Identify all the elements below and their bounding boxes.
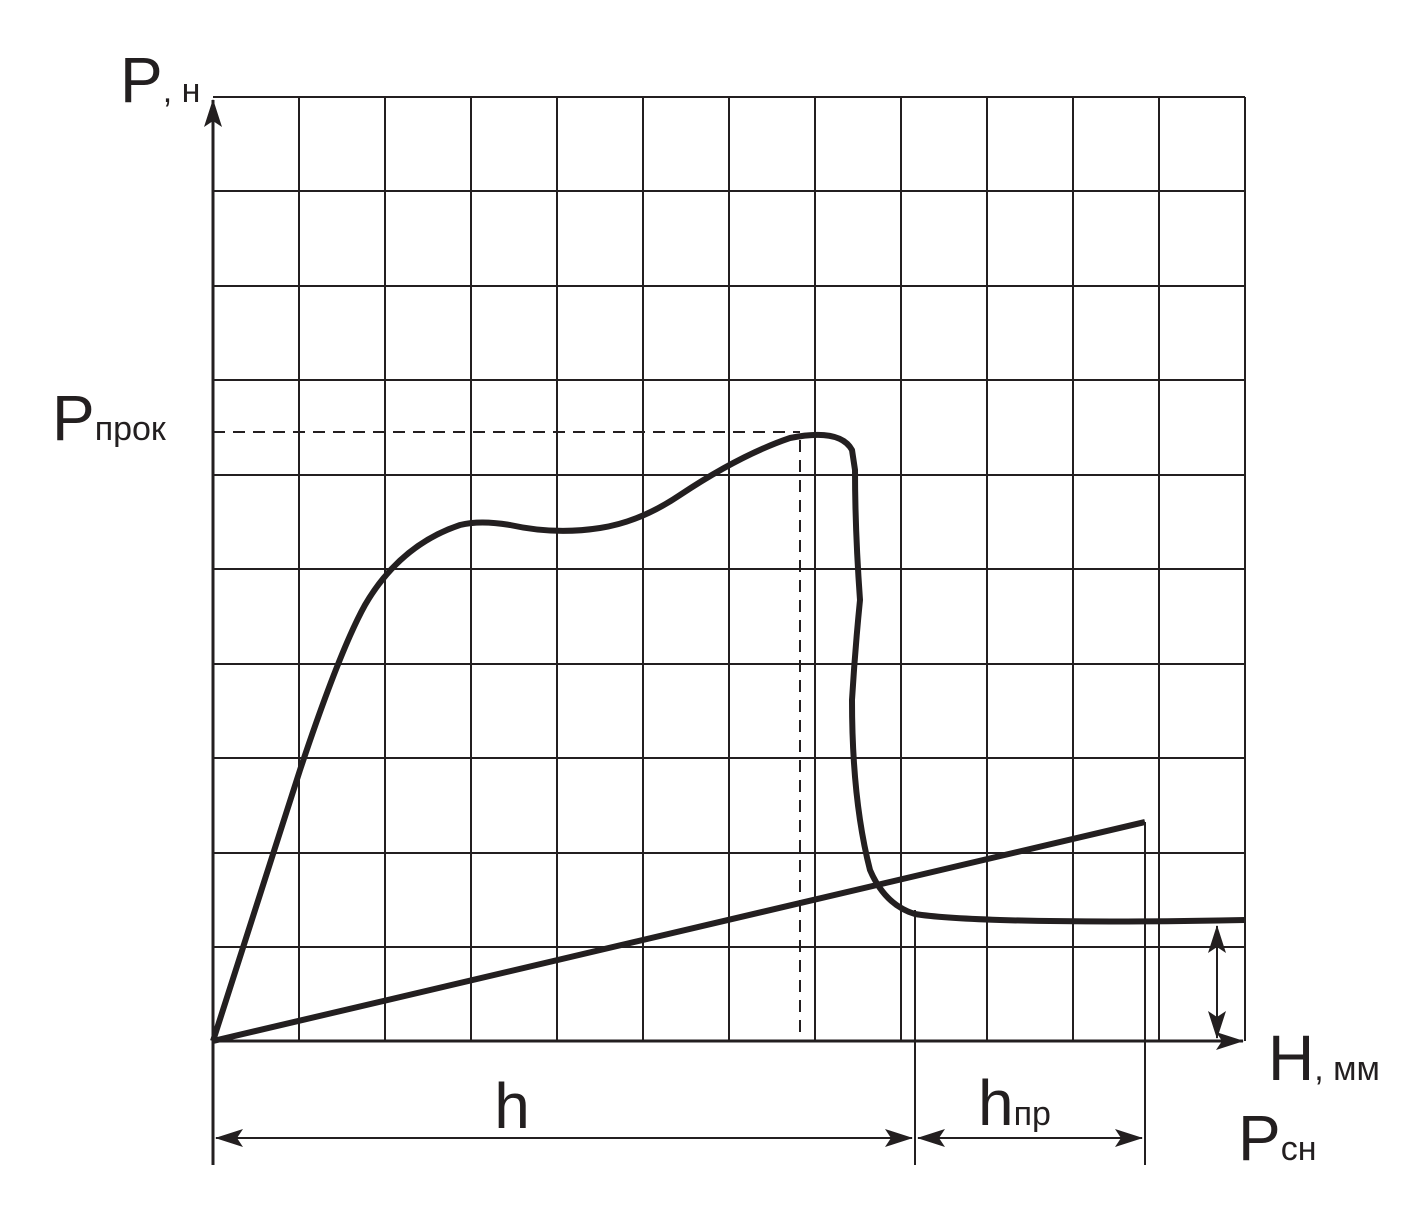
unit: , н	[163, 72, 201, 110]
subscript: пр	[1014, 1095, 1051, 1133]
unit: , мм	[1314, 1050, 1380, 1088]
spring-label: Pсн	[1238, 1102, 1316, 1174]
x-axis-label: H, мм	[1268, 1022, 1380, 1094]
symbol: H	[1268, 1022, 1314, 1094]
y-axis-label: P, н	[120, 44, 200, 116]
h-label: h	[494, 1070, 530, 1142]
subscript: прок	[95, 410, 167, 448]
peak-label: Pпрок	[52, 382, 167, 454]
grid	[213, 96, 1246, 1041]
symbol: h	[978, 1067, 1014, 1139]
subscript: сн	[1281, 1130, 1317, 1168]
symbol: P	[52, 382, 95, 454]
h-pr-label: hпр	[978, 1067, 1051, 1139]
symbol: P	[120, 44, 163, 116]
symbol: P	[1238, 1102, 1281, 1174]
spring-line	[212, 819, 1146, 1044]
